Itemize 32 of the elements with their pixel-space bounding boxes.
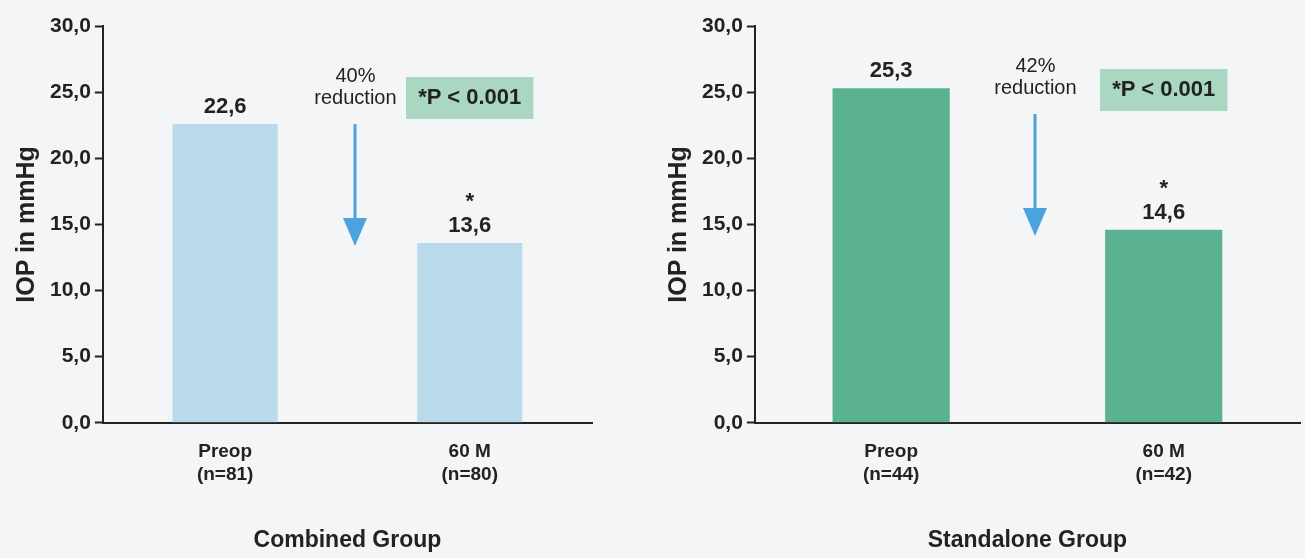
annotation: *P < 0.001 [1112,76,1216,102]
data-label: 13,6 [448,211,492,237]
annotation: *P < 0.001 [418,84,522,110]
y-axis-title: IOP in mmHg [662,146,691,303]
y-tick-label: 20,0 [50,145,91,169]
y-tick-label: 20,0 [702,145,743,169]
y-tick-label: 0,0 [713,409,743,433]
y-tick-label: 15,0 [50,211,91,235]
annotation: 42% reduction [994,53,1077,98]
y-tick-label: 15,0 [702,211,743,235]
y-axis-title: IOP in mmHg [10,146,39,303]
y-tick-label: 25,0 [50,78,91,102]
x-tick-label: 60 M (n=80) [441,440,498,485]
annotation: 40% reduction [314,63,397,108]
x-tick-label: Preop (n=81) [196,440,254,485]
y-tick-label: 25,0 [702,78,743,102]
x-tick-label: 60 M (n=42) [1135,440,1192,485]
y-tick-label: 30,0 [50,12,91,36]
y-tick-label: 0,0 [61,409,91,433]
y-tick-label: 30,0 [702,12,743,36]
x-axis-title: Combined Group [253,525,442,552]
annotation: * [1159,174,1169,200]
y-tick-label: 10,0 [50,277,91,301]
x-tick-label: Preop (n=44) [862,440,920,485]
annotation: * [465,187,475,213]
data-label: 25,3 [869,57,913,83]
data-label: 14,6 [1142,198,1186,224]
y-tick-label: 10,0 [702,277,743,301]
x-axis-title: Standalone Group [927,525,1128,552]
y-tick-label: 5,0 [61,343,91,367]
y-tick-label: 5,0 [713,343,743,367]
data-label: 22,6 [203,92,247,118]
